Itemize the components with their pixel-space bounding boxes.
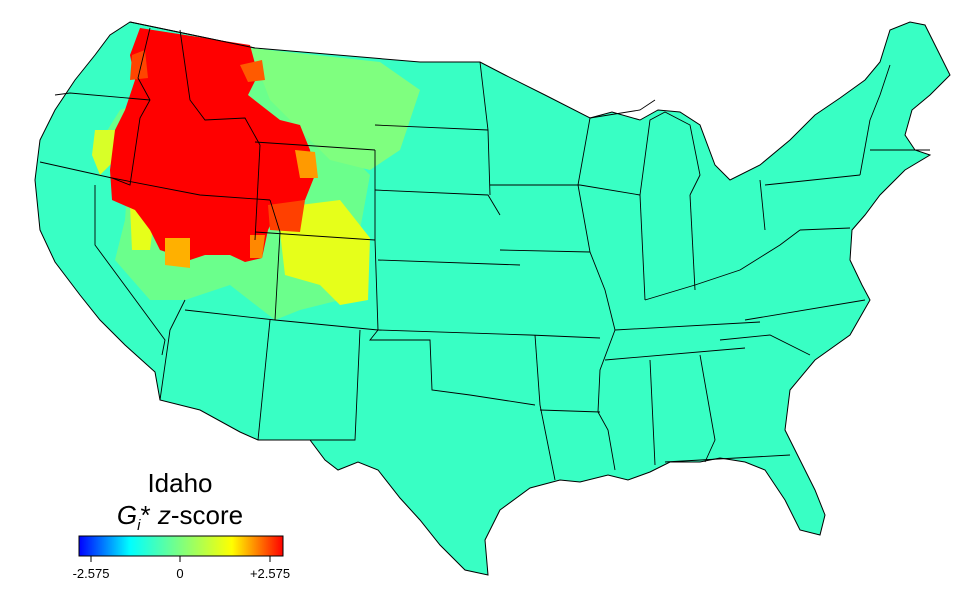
region-mild-montana [250, 48, 420, 170]
region-hot-warm-wy [268, 200, 305, 232]
score-suffix: -score [170, 500, 244, 530]
region-hot-core [110, 28, 315, 262]
score-subscript: i [137, 517, 141, 534]
region-warm-orange [165, 238, 190, 268]
region-hot-warm-mt [240, 60, 265, 82]
region-warm-yellow-nw [92, 130, 115, 175]
score-z: z [157, 500, 171, 530]
colorbar [78, 535, 284, 557]
region-orange-ut [250, 235, 265, 258]
legend-score-label: Gi* z-score [90, 500, 270, 534]
state-borders [39, 21, 930, 481]
legend-title: Idaho [147, 468, 213, 498]
score-symbol: G [116, 500, 138, 530]
region-warm-yellow [280, 200, 370, 305]
region-hot-warm-nw [130, 50, 148, 80]
region-warm-orange-2 [295, 150, 318, 178]
score-star: * [140, 500, 151, 530]
tick-label-mid: 0 [176, 566, 184, 581]
tick-label-max: +2.575 [249, 566, 291, 581]
tick-label-min: -2.575 [72, 566, 110, 581]
